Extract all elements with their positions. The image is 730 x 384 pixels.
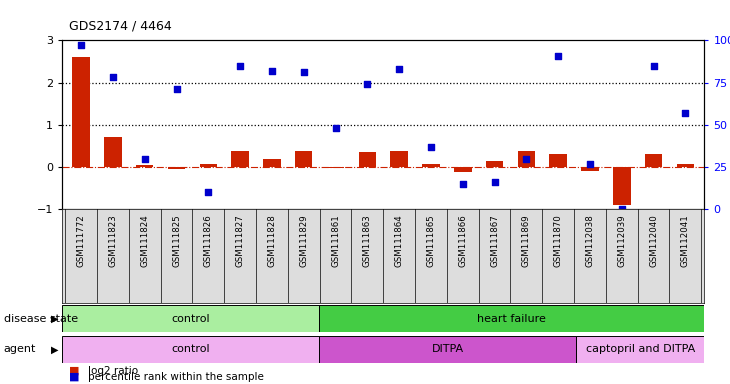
Point xyxy=(488,179,500,185)
Point xyxy=(616,206,628,212)
Point xyxy=(457,181,469,187)
Point xyxy=(361,81,373,87)
Text: GSM111861: GSM111861 xyxy=(331,214,340,267)
Text: GSM111823: GSM111823 xyxy=(109,214,118,267)
Bar xyxy=(327,167,345,168)
Bar xyxy=(485,161,503,167)
Bar xyxy=(518,151,535,167)
Text: GSM111864: GSM111864 xyxy=(395,214,404,267)
Bar xyxy=(581,167,599,171)
Point xyxy=(202,189,214,195)
Bar xyxy=(454,167,472,172)
Point xyxy=(107,74,119,81)
Text: GSM111829: GSM111829 xyxy=(299,214,308,266)
Point xyxy=(425,144,437,150)
Bar xyxy=(422,164,439,167)
Bar xyxy=(613,167,631,205)
Point xyxy=(648,63,659,69)
Bar xyxy=(576,336,704,363)
Point xyxy=(520,156,532,162)
Text: GSM112039: GSM112039 xyxy=(618,214,626,266)
Text: log2 ratio: log2 ratio xyxy=(88,366,138,376)
Point xyxy=(584,161,596,167)
Point xyxy=(234,63,246,69)
Text: GSM112040: GSM112040 xyxy=(649,214,658,267)
Text: captopril and DITPA: captopril and DITPA xyxy=(585,344,695,354)
Text: ■: ■ xyxy=(69,372,80,382)
Bar xyxy=(319,336,576,363)
Text: ■: ■ xyxy=(69,366,80,376)
Bar xyxy=(62,336,319,363)
Bar xyxy=(168,167,185,169)
Text: GSM112038: GSM112038 xyxy=(585,214,594,267)
Text: GSM111863: GSM111863 xyxy=(363,214,372,267)
Point xyxy=(171,86,182,93)
Bar xyxy=(264,159,281,167)
Text: GSM111866: GSM111866 xyxy=(458,214,467,267)
Text: agent: agent xyxy=(4,344,36,354)
Bar xyxy=(62,305,319,332)
Point xyxy=(139,156,150,162)
Text: control: control xyxy=(172,314,210,324)
Text: GSM111827: GSM111827 xyxy=(236,214,245,267)
Text: percentile rank within the sample: percentile rank within the sample xyxy=(88,372,264,382)
Text: GSM111870: GSM111870 xyxy=(553,214,563,267)
Point xyxy=(75,42,87,48)
Point xyxy=(298,70,310,76)
Text: GDS2174 / 4464: GDS2174 / 4464 xyxy=(69,20,172,33)
Bar xyxy=(391,151,408,167)
Text: disease state: disease state xyxy=(4,314,78,324)
Bar xyxy=(358,152,376,167)
Point xyxy=(330,125,342,131)
Bar xyxy=(72,57,90,167)
Bar xyxy=(295,151,312,167)
Bar xyxy=(199,164,217,167)
Bar xyxy=(231,151,249,167)
Text: DITPA: DITPA xyxy=(431,344,464,354)
Point xyxy=(393,66,405,72)
Point xyxy=(266,68,278,74)
Point xyxy=(680,110,691,116)
Text: GSM111867: GSM111867 xyxy=(490,214,499,267)
Text: GSM111828: GSM111828 xyxy=(267,214,277,267)
Bar xyxy=(550,154,567,167)
Text: ▶: ▶ xyxy=(51,314,58,324)
Text: ▶: ▶ xyxy=(51,344,58,354)
Text: GSM111826: GSM111826 xyxy=(204,214,213,267)
Text: GSM111869: GSM111869 xyxy=(522,214,531,266)
Text: GSM111824: GSM111824 xyxy=(140,214,149,267)
Text: GSM111825: GSM111825 xyxy=(172,214,181,267)
Bar xyxy=(104,137,122,167)
Text: GSM112041: GSM112041 xyxy=(681,214,690,267)
Text: heart failure: heart failure xyxy=(477,314,546,324)
Bar xyxy=(136,165,153,167)
Text: GSM111865: GSM111865 xyxy=(426,214,436,267)
Text: control: control xyxy=(172,344,210,354)
Point xyxy=(553,53,564,59)
Text: GSM111772: GSM111772 xyxy=(77,214,85,267)
Bar xyxy=(677,164,694,167)
Bar xyxy=(319,305,704,332)
Bar xyxy=(645,154,662,167)
